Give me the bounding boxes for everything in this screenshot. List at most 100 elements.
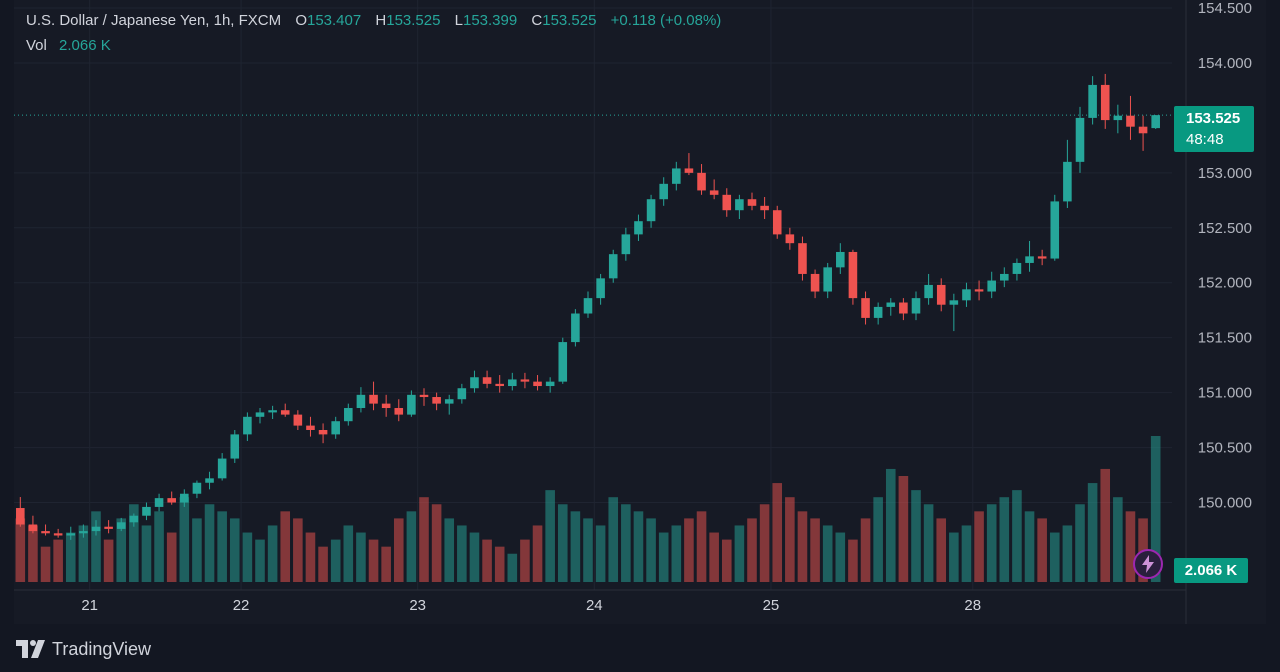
candle-body [836,251,845,268]
volume-bar [280,511,291,582]
candle-body [873,306,883,318]
volume-bar [293,518,303,582]
candle-body [1113,115,1123,121]
tradingview-logo [16,640,45,658]
volume-bar [936,518,947,582]
candle-body [886,302,896,307]
x-tick-label: 25 [763,597,780,614]
x-tick-label: 23 [409,597,426,614]
candle-body [154,498,164,507]
volume-bar [810,518,820,582]
candle-body [53,533,63,536]
candle-body [571,313,580,343]
candle-body [1025,256,1034,263]
volume-bar [356,532,366,582]
volume-bar [154,511,164,582]
x-tick-label: 24 [586,597,603,614]
candle-body [1075,117,1085,162]
candle-body [318,429,328,435]
volume-value: 2.066 K [59,37,111,54]
candle-body [558,342,568,382]
volume-bar [444,518,455,582]
chart-area[interactable]: 154.500 154.000 153.000 152.500 152.000 151.5… [14,0,1266,624]
candle-body [697,172,706,191]
volume-bar [330,539,341,582]
candle-body [407,394,416,415]
volume-bar [494,546,505,582]
bar-countdown: 48:48 [1186,131,1224,148]
candle-body [243,416,252,435]
candle-body [381,403,391,409]
candle-body [66,533,76,536]
candle-body [760,205,769,211]
volume-bar [1062,525,1073,582]
candle-body [268,410,277,413]
candle-body [444,399,454,404]
candle-body [217,458,227,479]
volume-bar [734,525,745,582]
candle-body [798,243,807,274]
volume-bar [633,511,644,582]
volume-bar [860,518,871,582]
volume-bar [65,532,76,582]
last-price-tag: 153.525 48:48 [1174,106,1254,152]
candlestick-chart[interactable]: 154.500 154.000 153.000 152.500 152.000 151.5… [14,0,1266,624]
x-tick-label: 22 [233,597,250,614]
volume-bar [368,539,379,582]
volume-bar [532,525,543,582]
candle-body [1088,84,1097,118]
brand[interactable]: TradingView [16,638,151,660]
volume-bar [520,539,530,582]
volume-bar [835,532,846,582]
candle-body [936,284,946,305]
candle-body [167,498,176,503]
candle-body [255,412,265,417]
volume-bar [1075,504,1085,582]
volume-bar [709,532,719,582]
candle-body [621,234,631,255]
volume-bar [621,504,631,582]
volume-bar [28,525,38,582]
y-tick-label: 153.000 [1198,165,1252,182]
volume-bar [949,532,959,582]
candle-body [659,183,668,200]
candle-body [962,289,971,301]
candle-body [280,410,290,415]
volume-bar [179,497,190,582]
candle-body [1151,115,1160,129]
candle-body [533,381,542,387]
volume-bar [242,532,253,582]
candle-body [823,267,832,292]
volume-bar [1049,532,1060,582]
volume-bar [772,483,783,582]
close-label: C [531,12,543,29]
candle-body [331,421,340,435]
candle-body [495,383,504,387]
candle-body [457,388,467,400]
candle-body [709,190,719,195]
lightning-icon[interactable] [1133,549,1163,579]
volume-legend: Vol 2.066 K [26,37,111,54]
candle-body [735,199,744,211]
candle-body [1063,161,1072,202]
candle-body [608,254,618,279]
candle-body [545,381,555,387]
y-tick-label: 152.000 [1198,275,1252,292]
y-tick-label: 152.500 [1198,220,1252,237]
volume-bar [507,553,518,582]
volume-bar [671,525,682,582]
candle-body [772,210,782,235]
candle-body [899,302,908,314]
candle-body [306,425,315,430]
candle-body [1012,262,1022,274]
volume-bar [141,525,152,582]
x-tick-label: 21 [81,597,98,614]
candle-body [974,289,984,292]
candle-body [987,280,996,292]
volume-bar [759,504,770,582]
volume-bar [974,511,984,582]
candle-body [91,526,101,532]
candle-body [722,194,732,211]
last-price: 153.525 [1186,110,1241,127]
volume-bar [255,539,265,582]
